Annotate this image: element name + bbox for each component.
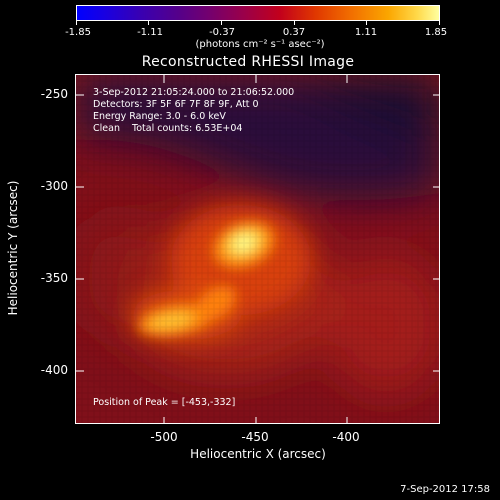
colorbar-tick-label: 1.11 xyxy=(354,27,378,38)
colorbar-tick-label: -0.37 xyxy=(209,27,235,38)
colorbar-tick-label: 1.85 xyxy=(424,27,448,38)
x-tick-label: -450 xyxy=(241,430,269,444)
detectors-label: Detectors: 3F 5F 6F 7F 8F 9F, Att 0 xyxy=(93,99,259,110)
peak-position-label: Position of Peak = [-453,-332] xyxy=(93,397,236,408)
footer-timestamp: 7-Sep-2012 17:58 xyxy=(400,484,490,495)
y-axis-label: Heliocentric Y (arcsec) xyxy=(6,180,20,316)
y-tick-label: -400 xyxy=(40,363,68,377)
y-tick-label: -350 xyxy=(40,271,68,285)
colorbar-tick xyxy=(221,21,222,25)
time-range-label: 3-Sep-2012 21:05:24.000 to 21:06:52.000 xyxy=(93,87,295,98)
colorbar-tick xyxy=(294,21,295,25)
y-tick-label: -300 xyxy=(40,179,68,193)
colorbar xyxy=(76,5,440,21)
colorbar-tick xyxy=(148,21,149,25)
x-tick-label: -400 xyxy=(332,430,360,444)
colorbar-tick xyxy=(366,21,367,25)
colorbar-tick-label: -1.85 xyxy=(65,27,91,38)
colorbar-tick-label: -1.11 xyxy=(137,27,163,38)
y-tick-label: -250 xyxy=(40,87,68,101)
image-title: Reconstructed RHESSI Image xyxy=(141,54,355,70)
energy-range-label: Energy Range: 3.0 - 6.0 keV xyxy=(93,111,226,122)
colorbar-tick xyxy=(439,21,440,25)
x-axis-label: Heliocentric X (arcsec) xyxy=(190,447,326,461)
colorbar-tick-label: 0.37 xyxy=(282,27,306,38)
clean-counts-label: Clean Total counts: 6.53E+04 xyxy=(93,123,243,134)
solar-flare-image xyxy=(75,74,440,424)
colorbar-units: (photons cm⁻² s⁻¹ asec⁻²) xyxy=(195,39,325,50)
colorbar-tick xyxy=(76,21,77,25)
x-tick-label: -500 xyxy=(150,430,178,444)
flare-heatmap xyxy=(76,75,439,423)
